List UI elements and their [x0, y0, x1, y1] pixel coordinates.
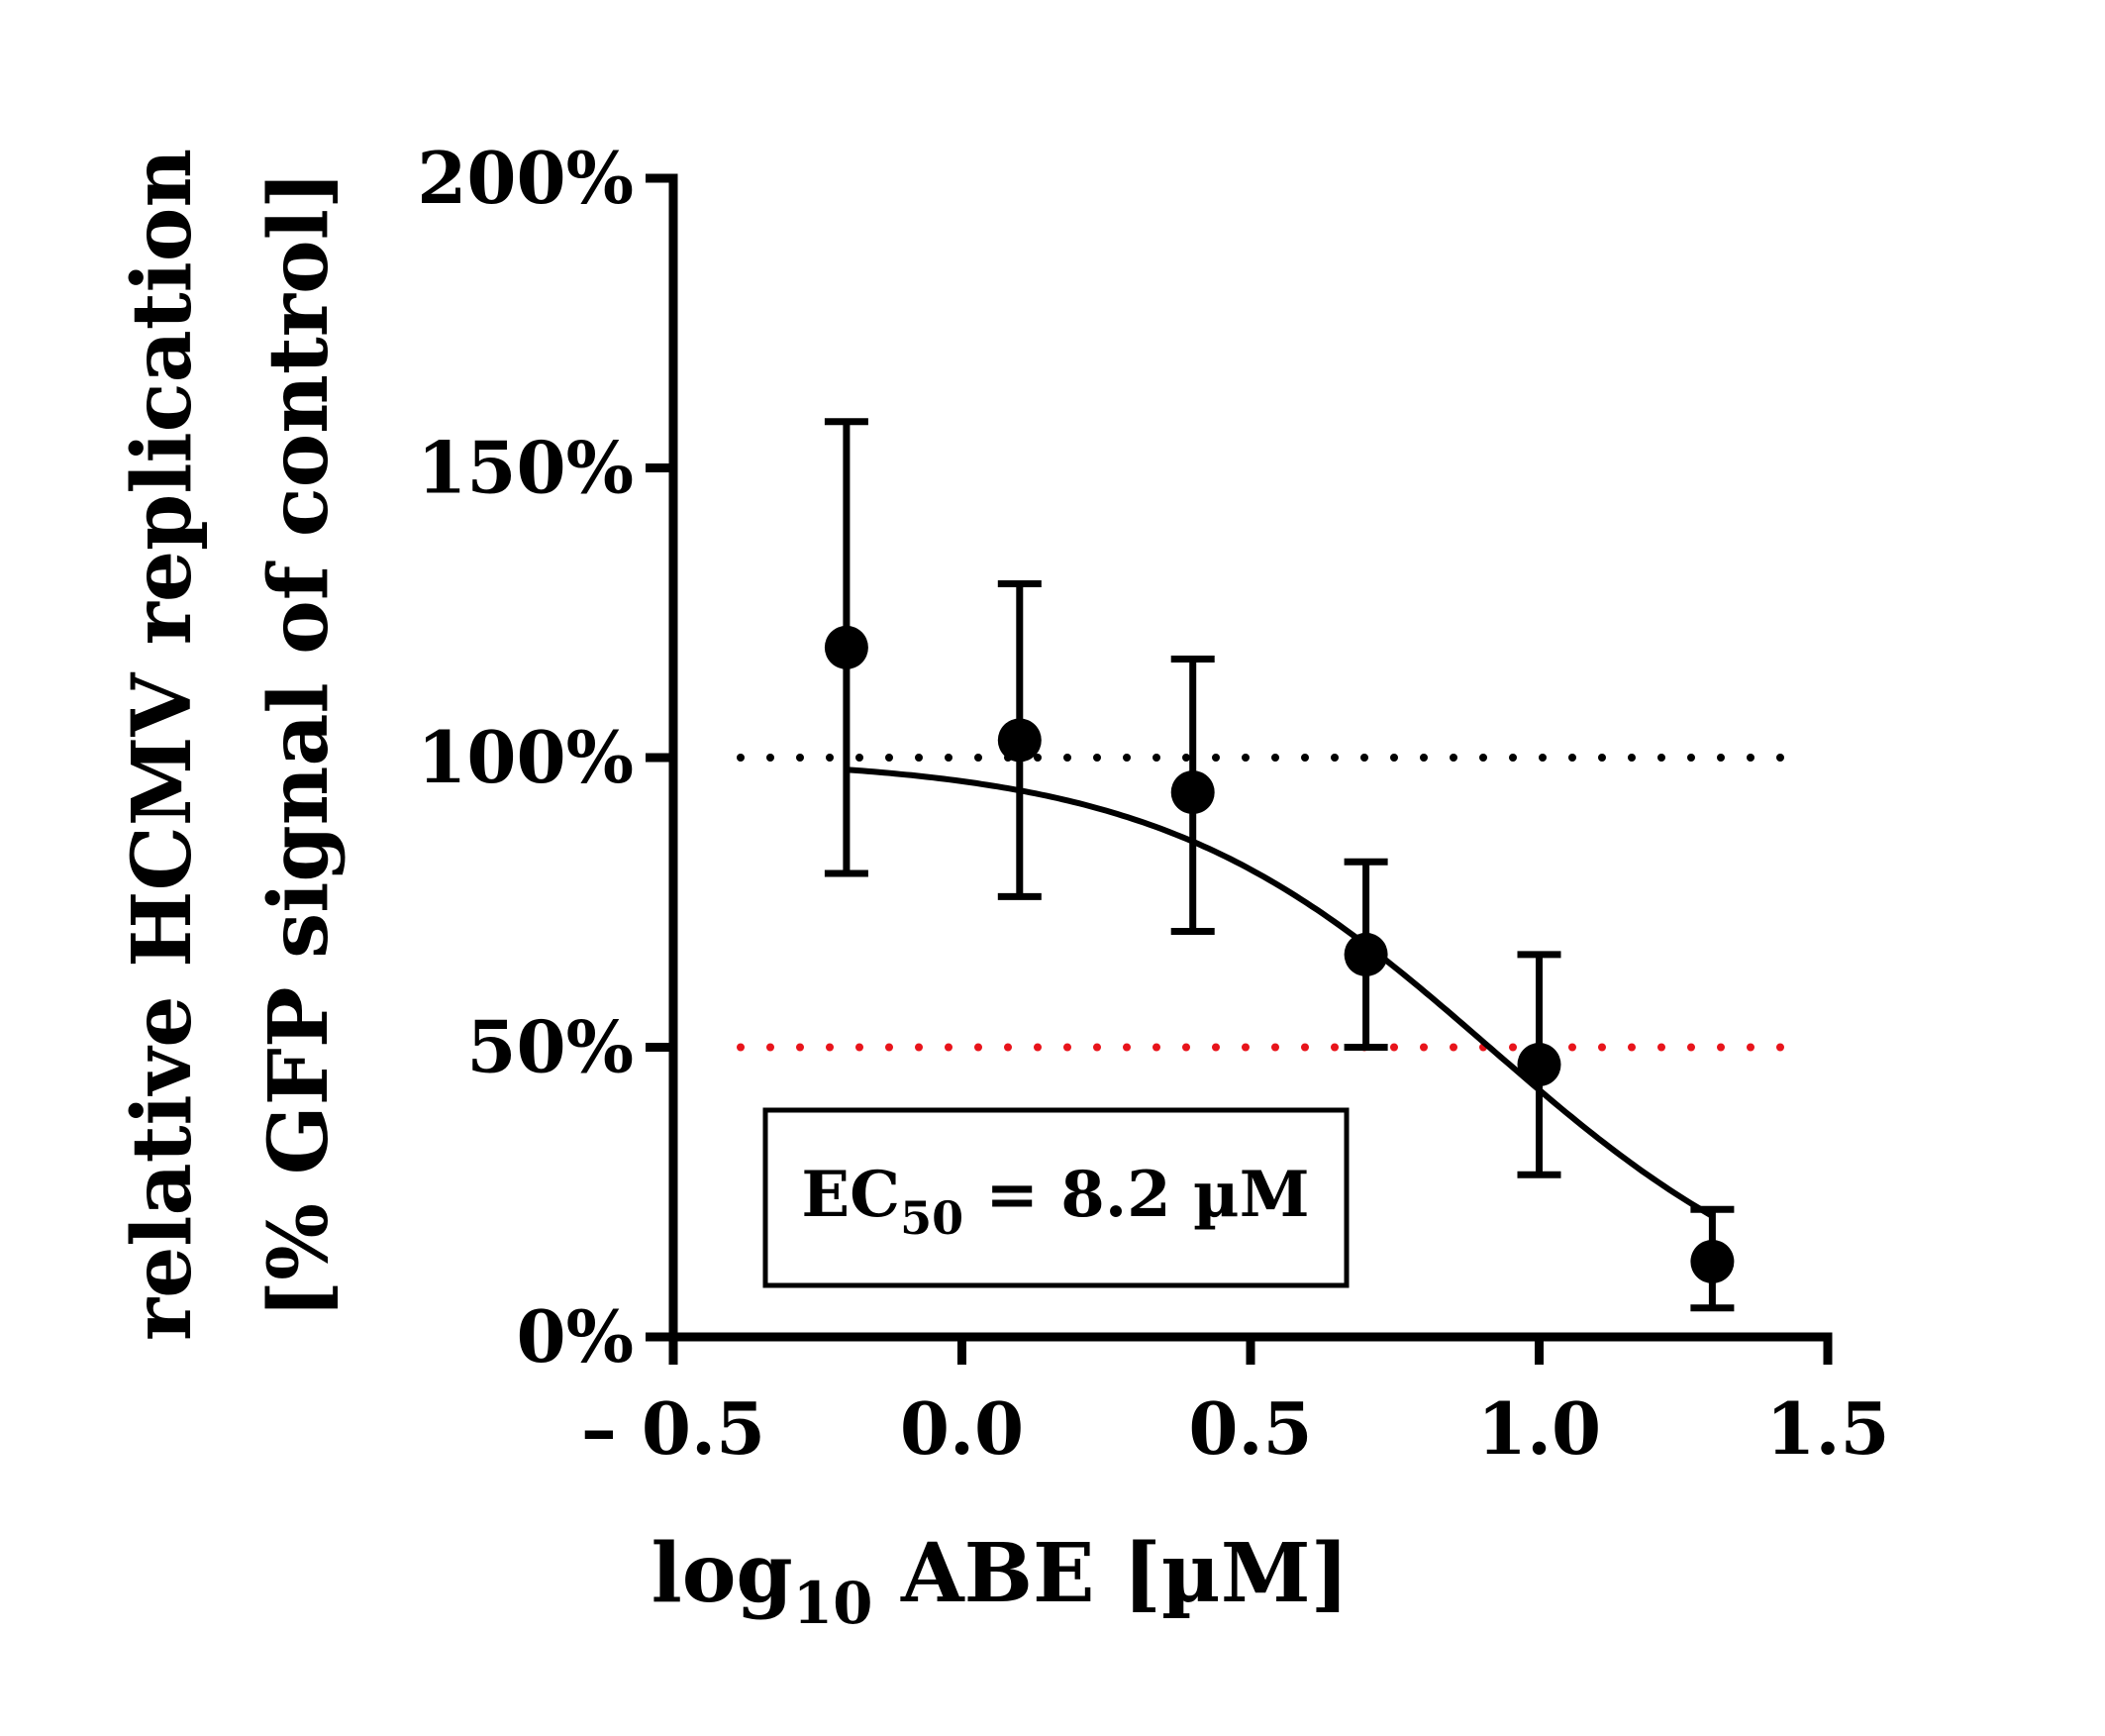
y-tick-label: 150% — [417, 426, 634, 510]
data-point — [824, 625, 868, 669]
ec50-rest: = 8.2 µM — [963, 1158, 1310, 1232]
data-point — [1690, 1239, 1735, 1283]
fit-curve — [846, 766, 1714, 1219]
ec50-sub: 50 — [900, 1191, 963, 1245]
y-axis-title-line1: relative HCMV replication — [115, 149, 210, 1341]
x-tick-label: 1.5 — [1765, 1386, 1889, 1471]
ec50-annotation-box — [762, 1107, 1350, 1288]
x-tick-label: 0.5 — [1188, 1386, 1312, 1471]
x-axis-title-sub: 10 — [793, 1570, 873, 1637]
data-point — [1517, 1043, 1561, 1087]
x-axis-title: log10 ABE [µM] — [652, 1526, 1350, 1637]
x-tick-label: – 0.5 — [581, 1386, 765, 1471]
data-point — [1344, 932, 1388, 976]
y-tick-label: 50% — [466, 1005, 634, 1089]
data-point — [1170, 770, 1215, 815]
y-tick-label: 0% — [516, 1294, 634, 1379]
data-point — [997, 718, 1042, 763]
y-tick-label: 200% — [417, 136, 634, 220]
y-tick-label: 100% — [417, 715, 634, 799]
ec50-annotation: EC50 = 8.2 µM — [801, 1158, 1309, 1245]
x-axis-title-main: log — [652, 1526, 793, 1621]
x-tick-label: 1.0 — [1477, 1386, 1601, 1471]
y-axis-title-line2: [% GFP signal of control] — [251, 170, 347, 1318]
ec50-prefix: EC — [801, 1158, 900, 1232]
x-axis-title-rest: ABE [µM] — [872, 1526, 1349, 1621]
x-tick-label: 0.0 — [900, 1386, 1024, 1471]
